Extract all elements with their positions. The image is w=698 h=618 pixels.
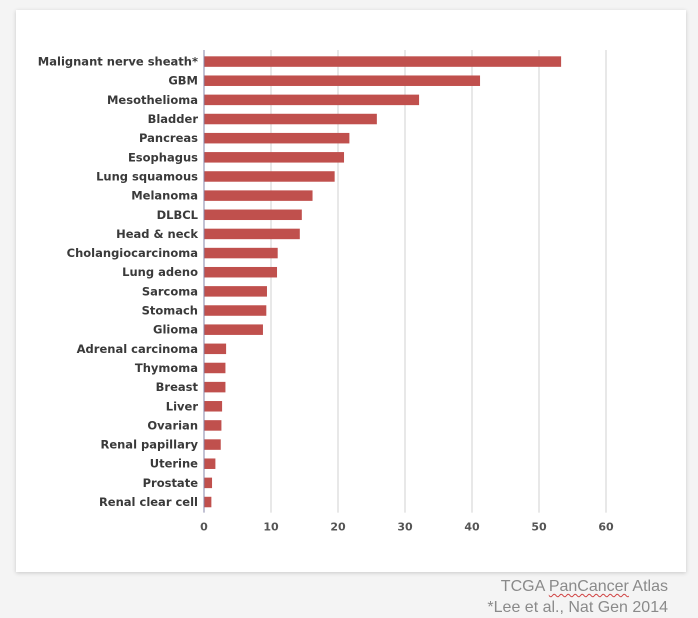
bar-5 [204,152,345,163]
category-label-15: Adrenal carcinoma [77,342,198,356]
category-label-22: Prostate [143,476,199,490]
category-label-3: Bladder [148,112,199,126]
bar-19 [204,420,222,431]
category-label-12: Sarcoma [142,284,198,298]
category-label-18: Liver [166,399,199,413]
category-label-17: Breast [156,380,199,394]
bar-17 [204,381,226,393]
category-label-6: Lung squamous [96,169,198,183]
bar-14 [204,324,263,335]
category-label-8: DLBCL [157,208,199,222]
x-tick-label-20: 20 [330,521,346,534]
bar-11 [204,266,278,278]
x-tick-label-50: 50 [531,521,547,534]
x-tick-label-30: 30 [397,521,413,534]
category-label-10: Cholangiocarcinoma [67,246,198,260]
chart-card: Malignant nerve sheath* GBM Mesothelioma Bl… [16,10,686,572]
category-label-5: Esophagus [128,150,198,164]
category-label-2: Mesothelioma [107,93,198,107]
category-label-13: Stomach [142,304,198,318]
category-label-20: Renal papillary [100,438,198,452]
bar-21 [204,458,216,469]
source-caption: TCGA PanCancer Atlas [501,578,668,596]
bar-8 [204,209,302,221]
bar-18 [204,401,223,412]
category-label-9: Head & neck [116,227,198,241]
category-label-23: Renal clear cell [99,495,198,509]
category-label-11: Lung adeno [122,265,198,279]
category-label-21: Uterine [150,457,198,471]
bar-0 [204,56,562,67]
x-tick-label-10: 10 [263,521,279,534]
bar-chart: Malignant nerve sheath* GBM Mesothelioma Bl… [38,50,614,534]
category-label-14: Glioma [153,323,198,337]
bar-3 [204,113,377,125]
bar-6 [204,171,335,182]
category-label-1: GBM [168,74,198,88]
bar-22 [204,477,213,489]
bar-9 [204,228,300,240]
source-caption-flagged-word: PanCancer [548,578,629,595]
bar-2 [204,94,420,106]
bar-4 [204,132,350,144]
category-label-7: Melanoma [131,189,198,203]
x-tick-label-60: 60 [598,521,614,534]
bar-1 [204,75,481,86]
bar-13 [204,305,267,316]
x-tick-label-40: 40 [464,521,480,534]
bar-20 [204,439,221,450]
bar-10 [204,247,278,259]
source-caption-prefix: TCGA [500,578,549,595]
gridlines [270,50,607,513]
x-tick-label-0: 0 [200,521,208,534]
citation-caption: *Lee et al., Nat Gen 2014 [487,599,668,616]
bar-12 [204,286,267,297]
bars [204,56,562,508]
bar-15 [204,343,227,355]
source-caption-suffix: Atlas [628,578,668,595]
category-label-19: Ovarian [147,418,198,432]
bar-7 [204,190,313,201]
category-label-16: Thymoma [135,361,198,375]
bar-23 [204,496,212,508]
category-label-0: Malignant nerve sheath* [38,55,198,69]
x-tick-labels: 0 10 20 30 40 50 60 [200,521,614,534]
category-label-4: Pancreas [139,131,198,145]
bar-16 [204,362,226,374]
category-labels: Malignant nerve sheath* GBM Mesothelioma Bl… [38,55,199,509]
